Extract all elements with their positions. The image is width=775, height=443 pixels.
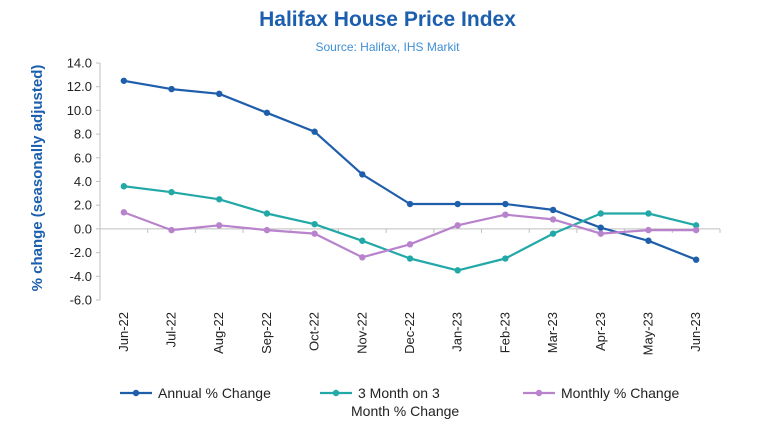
y-tick-label: 4.0 <box>74 174 92 189</box>
x-tick-label: Mar-23 <box>545 312 560 353</box>
series-2-point <box>216 196 223 203</box>
series-1 <box>120 77 700 263</box>
x-tick-label: Feb-23 <box>497 312 512 353</box>
series-2-point <box>359 237 366 244</box>
series-3-line <box>123 211 697 259</box>
series-1-point <box>168 85 175 93</box>
series-3-point <box>692 226 700 234</box>
series-2-point <box>120 183 128 190</box>
y-tick-label: -2.0 <box>70 245 92 260</box>
legend-marker <box>535 389 543 397</box>
y-tick-label: 6.0 <box>74 150 92 165</box>
series-1-point <box>216 90 223 98</box>
series-2-point <box>645 210 652 217</box>
series-3 <box>120 209 700 261</box>
series-3-point <box>597 230 604 237</box>
y-tick-label: 12.0 <box>67 79 92 94</box>
series-1-point <box>311 128 318 135</box>
y-tick-label: -6.0 <box>70 293 92 308</box>
x-tick-label: Jun-22 <box>116 312 131 352</box>
series-3-point <box>454 222 461 229</box>
y-tick-label: 14.0 <box>67 56 92 71</box>
series-2-point <box>406 255 414 262</box>
legend-item-3: Monthly % Change <box>523 385 680 401</box>
x-tick-label: Oct-22 <box>307 312 322 351</box>
x-tick-label: May-23 <box>640 312 655 355</box>
series-3-point <box>311 230 318 237</box>
series-3-point <box>406 241 414 248</box>
series-3-point <box>645 226 652 234</box>
x-tick-label: Jan-23 <box>450 312 465 352</box>
series-3-point <box>359 254 366 261</box>
y-tick-label: 0.0 <box>74 221 92 236</box>
series-3-point <box>263 226 271 234</box>
legend: Annual % Change 3 Month on 3 Month % Chang… <box>120 385 680 419</box>
series-1-point <box>120 77 128 84</box>
series-1-point <box>549 206 557 214</box>
legend-marker <box>332 389 340 397</box>
series-3-point <box>216 222 223 229</box>
legend-marker <box>132 389 140 397</box>
y-tick-label: 2.0 <box>74 198 92 213</box>
series-1-point <box>645 237 652 244</box>
series-2-point <box>454 267 461 274</box>
series-3-point <box>549 216 557 223</box>
series-2-point <box>597 210 604 217</box>
x-tick-label: Aug-22 <box>211 312 226 354</box>
y-tick-label: 10.0 <box>67 103 92 118</box>
series-2 <box>120 183 700 274</box>
y-tick-label: 8.0 <box>74 127 92 142</box>
x-tick-label: Sep-22 <box>259 312 274 354</box>
legend-label: Monthly % Change <box>561 385 680 401</box>
series-1-point <box>454 200 461 208</box>
series-1-point <box>359 171 366 178</box>
series-1-point <box>406 200 414 208</box>
x-tick-label: Dec-22 <box>402 312 417 354</box>
series-1-point <box>692 256 700 263</box>
series-3-point <box>502 211 509 218</box>
chart-title: Halifax House Price Index <box>259 8 516 31</box>
series-2-point <box>502 255 509 262</box>
series-2-point <box>168 188 175 196</box>
x-tick-label: Apr-23 <box>593 312 608 351</box>
chart-subtitle: Source: Halifax, IHS Markit <box>315 40 460 54</box>
legend-label: 3 Month on 3 Month % Change <box>351 385 459 419</box>
legend-item-1: Annual % Change <box>120 385 271 401</box>
series-1-point <box>502 200 509 208</box>
legend-item-2: 3 Month on 3 Month % Change <box>320 385 459 419</box>
series-3-point <box>168 226 175 234</box>
x-tick-label: Jul-22 <box>164 312 179 347</box>
y-axis-label: % change (seasonally adjusted) <box>29 65 46 292</box>
y-axis: -6.0 -4.0 -2.0 0.0 2.0 4.0 6.0 8.0 10.0 12.0 14.0 <box>67 56 101 308</box>
series-1-point <box>263 109 271 116</box>
series-layer <box>120 77 700 274</box>
series-3-point <box>120 209 128 216</box>
x-tick-label: Jun-23 <box>688 312 703 352</box>
series-2-point <box>549 230 557 237</box>
series-2-point <box>263 210 271 217</box>
x-axis: Jun-22 Jul-22 Aug-22 Sep-22 Oct-22 Nov-22 Dec-… <box>99 228 721 355</box>
series-2-point <box>311 220 318 228</box>
y-tick-label: -4.0 <box>70 269 92 284</box>
series-1-point <box>597 224 604 231</box>
x-tick-label: Nov-22 <box>354 312 369 354</box>
legend-label: Annual % Change <box>158 385 271 401</box>
series-2-point <box>692 222 700 229</box>
